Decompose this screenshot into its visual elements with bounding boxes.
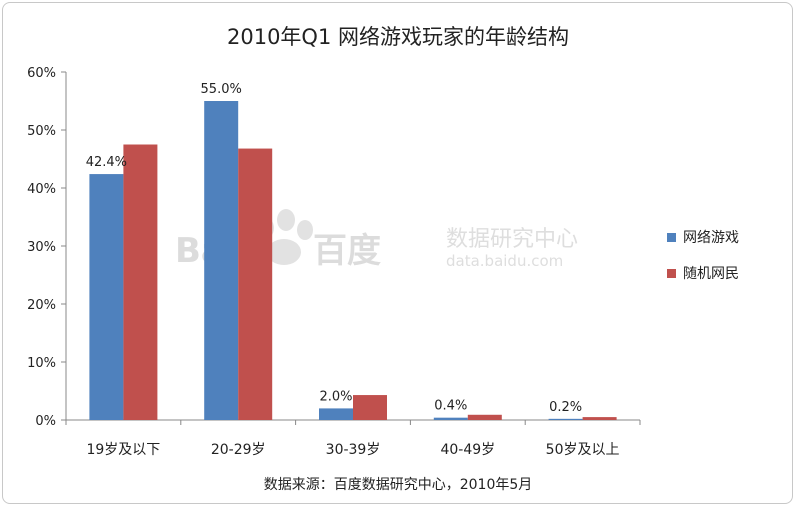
source-note: 数据来源：百度数据研究中心，2010年5月 [264,477,533,493]
bar-1-2 [353,395,387,420]
legend-swatch [667,269,676,278]
bar-1-0 [123,144,158,420]
bar-1-3 [467,414,502,420]
data-labels: 42.4% 55.0% 2.0% 0.4% 0.2% [86,82,582,415]
bar-0-0 [89,174,124,420]
y-tick-label: 30% [27,240,56,255]
x-category-label: 50岁及以上 [546,442,620,458]
x-category-label: 19岁及以下 [86,442,160,458]
y-axis: 0% 10% 20% 30% 40% 50% 60% [27,66,67,429]
data-label: 0.4% [434,399,467,414]
x-axis: 19岁及以下 20-29岁 30-39岁 40-49岁 50岁及以上 [65,419,641,458]
y-tick-label: 20% [27,298,56,313]
data-label: 0.2% [549,400,582,415]
bar-0-4 [548,418,583,420]
y-tick-label: 60% [27,66,56,81]
data-label: 42.4% [86,155,127,170]
bar-0-3 [433,417,468,420]
legend-swatch [667,233,676,242]
y-tick-label: 40% [27,182,56,197]
bar-1-4 [582,417,617,420]
legend-label: 随机网民 [683,266,739,282]
x-category-label: 40-49岁 [440,442,495,458]
legend-label: 网络游戏 [683,230,739,246]
data-label: 2.0% [319,389,352,404]
watermark-url: data.baidu.com [446,252,563,270]
y-tick-label: 10% [27,356,56,371]
y-tick-label: 0% [35,414,56,429]
bar-0-1 [204,101,239,420]
bar-1-1 [238,148,273,420]
bars [89,101,617,420]
watermark-logo-cn: 百度 [313,231,381,271]
bar-0-2 [319,408,353,420]
x-category-label: 30-39岁 [326,442,381,458]
chart-title: 2010年Q1 网络游戏玩家的年龄结构 [227,25,569,49]
x-category-label: 20-29岁 [211,442,266,458]
data-label: 55.0% [201,82,242,97]
y-tick-label: 50% [27,124,56,139]
watermark-subtitle: 数据研究中心 [446,227,578,252]
